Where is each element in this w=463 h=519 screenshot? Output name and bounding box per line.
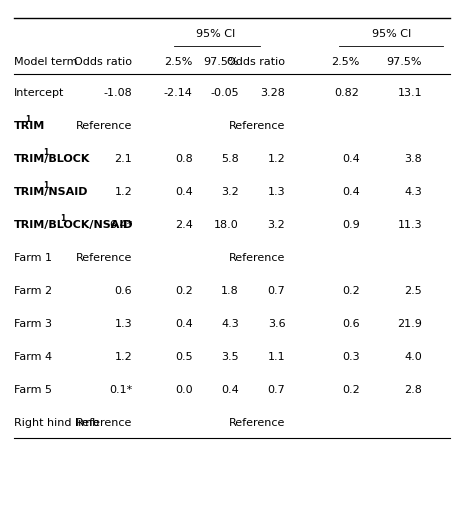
Text: 3.2: 3.2 bbox=[221, 187, 238, 197]
Text: 0.0: 0.0 bbox=[175, 385, 192, 395]
Text: 0.8: 0.8 bbox=[175, 154, 192, 165]
Text: 0.1*: 0.1* bbox=[109, 385, 132, 395]
Text: 4.3: 4.3 bbox=[404, 187, 421, 197]
Text: 1.3: 1.3 bbox=[114, 319, 132, 329]
Text: 1.2: 1.2 bbox=[114, 187, 132, 197]
Text: 1: 1 bbox=[25, 115, 31, 124]
Text: 0.7: 0.7 bbox=[267, 286, 285, 296]
Text: 3.2: 3.2 bbox=[267, 220, 285, 230]
Text: 0.4: 0.4 bbox=[175, 187, 192, 197]
Text: 0.6: 0.6 bbox=[341, 319, 359, 329]
Text: 97.5%: 97.5% bbox=[386, 57, 421, 67]
Text: 0.2: 0.2 bbox=[175, 286, 192, 296]
Text: 3.8: 3.8 bbox=[404, 154, 421, 165]
Text: 95% CI: 95% CI bbox=[196, 29, 235, 39]
Text: Farm 1: Farm 1 bbox=[14, 253, 52, 263]
Text: 4.3: 4.3 bbox=[221, 319, 238, 329]
Text: 97.5%: 97.5% bbox=[203, 57, 238, 67]
Text: 2.5: 2.5 bbox=[404, 286, 421, 296]
Text: 1.2: 1.2 bbox=[114, 352, 132, 362]
Text: 2.4: 2.4 bbox=[174, 220, 192, 230]
Text: 0.7: 0.7 bbox=[267, 385, 285, 395]
Text: Reference: Reference bbox=[229, 418, 285, 428]
Text: 6.4*: 6.4* bbox=[109, 220, 132, 230]
Text: 0.4: 0.4 bbox=[341, 154, 359, 165]
Text: 13.1: 13.1 bbox=[397, 88, 421, 99]
Text: 0.3: 0.3 bbox=[341, 352, 359, 362]
Text: Intercept: Intercept bbox=[14, 88, 64, 99]
Text: TRIM/NSAID: TRIM/NSAID bbox=[14, 187, 88, 197]
Text: 2.5%: 2.5% bbox=[331, 57, 359, 67]
Text: 18.0: 18.0 bbox=[214, 220, 238, 230]
Text: -2.14: -2.14 bbox=[163, 88, 192, 99]
Text: 1: 1 bbox=[43, 181, 48, 190]
Text: 1.1: 1.1 bbox=[267, 352, 285, 362]
Text: 0.2: 0.2 bbox=[341, 286, 359, 296]
Text: 4.0: 4.0 bbox=[404, 352, 421, 362]
Text: -1.08: -1.08 bbox=[103, 88, 132, 99]
Text: 1.2: 1.2 bbox=[267, 154, 285, 165]
Text: Farm 5: Farm 5 bbox=[14, 385, 52, 395]
Text: TRIM/BLOCK/NSAID: TRIM/BLOCK/NSAID bbox=[14, 220, 133, 230]
Text: 0.4: 0.4 bbox=[341, 187, 359, 197]
Text: 3.5: 3.5 bbox=[221, 352, 238, 362]
Text: Reference: Reference bbox=[76, 121, 132, 131]
Text: 0.82: 0.82 bbox=[334, 88, 359, 99]
Text: Farm 4: Farm 4 bbox=[14, 352, 52, 362]
Text: 1.8: 1.8 bbox=[221, 286, 238, 296]
Text: Farm 2: Farm 2 bbox=[14, 286, 52, 296]
Text: Reference: Reference bbox=[229, 253, 285, 263]
Text: 21.9: 21.9 bbox=[396, 319, 421, 329]
Text: 1: 1 bbox=[43, 148, 48, 157]
Text: Odds ratio: Odds ratio bbox=[227, 57, 285, 67]
Text: 95% CI: 95% CI bbox=[372, 29, 411, 39]
Text: TRIM: TRIM bbox=[14, 121, 45, 131]
Text: 2.8: 2.8 bbox=[403, 385, 421, 395]
Text: Reference: Reference bbox=[229, 121, 285, 131]
Text: Right hind limb: Right hind limb bbox=[14, 418, 99, 428]
Text: 0.4: 0.4 bbox=[175, 319, 192, 329]
Text: Reference: Reference bbox=[76, 253, 132, 263]
Text: 3.6: 3.6 bbox=[267, 319, 285, 329]
Text: 1: 1 bbox=[60, 214, 65, 223]
Text: 5.8: 5.8 bbox=[221, 154, 238, 165]
Text: 3.28: 3.28 bbox=[260, 88, 285, 99]
Text: 11.3: 11.3 bbox=[397, 220, 421, 230]
Text: 2.1: 2.1 bbox=[114, 154, 132, 165]
Text: 0.6: 0.6 bbox=[114, 286, 132, 296]
Text: Reference: Reference bbox=[76, 418, 132, 428]
Text: 1.3: 1.3 bbox=[267, 187, 285, 197]
Text: 0.2: 0.2 bbox=[341, 385, 359, 395]
Text: Odds ratio: Odds ratio bbox=[74, 57, 132, 67]
Text: 2.5%: 2.5% bbox=[164, 57, 192, 67]
Text: TRIM/BLOCK: TRIM/BLOCK bbox=[14, 154, 90, 165]
Text: Model term: Model term bbox=[14, 57, 77, 67]
Text: 0.9: 0.9 bbox=[341, 220, 359, 230]
Text: -0.05: -0.05 bbox=[210, 88, 238, 99]
Text: Farm 3: Farm 3 bbox=[14, 319, 52, 329]
Text: 0.4: 0.4 bbox=[221, 385, 238, 395]
Text: 0.5: 0.5 bbox=[175, 352, 192, 362]
